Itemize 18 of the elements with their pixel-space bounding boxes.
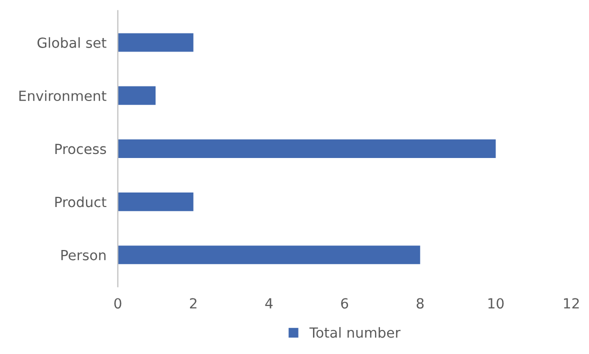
y-tick-label: Person (61, 250, 106, 260)
x-tick-label: 12 (564, 298, 579, 308)
x-tick-label: 0 (114, 298, 122, 309)
y-tick-label: Process (55, 144, 106, 154)
y-tick-label: Global set (38, 37, 106, 48)
x-tick-label: 2 (190, 298, 196, 308)
bar (118, 33, 194, 52)
bar (118, 86, 156, 105)
bar (118, 139, 496, 158)
y-tick-label: Product (55, 196, 106, 208)
y-tick-label: Environment (19, 90, 106, 102)
legend-label: Total number (309, 327, 401, 338)
bar (118, 246, 420, 264)
bar (118, 192, 194, 212)
x-tick-label: 4 (265, 298, 273, 308)
x-tick-label: 8 (416, 298, 424, 309)
x-tick-label: 10 (488, 298, 504, 309)
x-tick-label: 6 (341, 298, 348, 309)
